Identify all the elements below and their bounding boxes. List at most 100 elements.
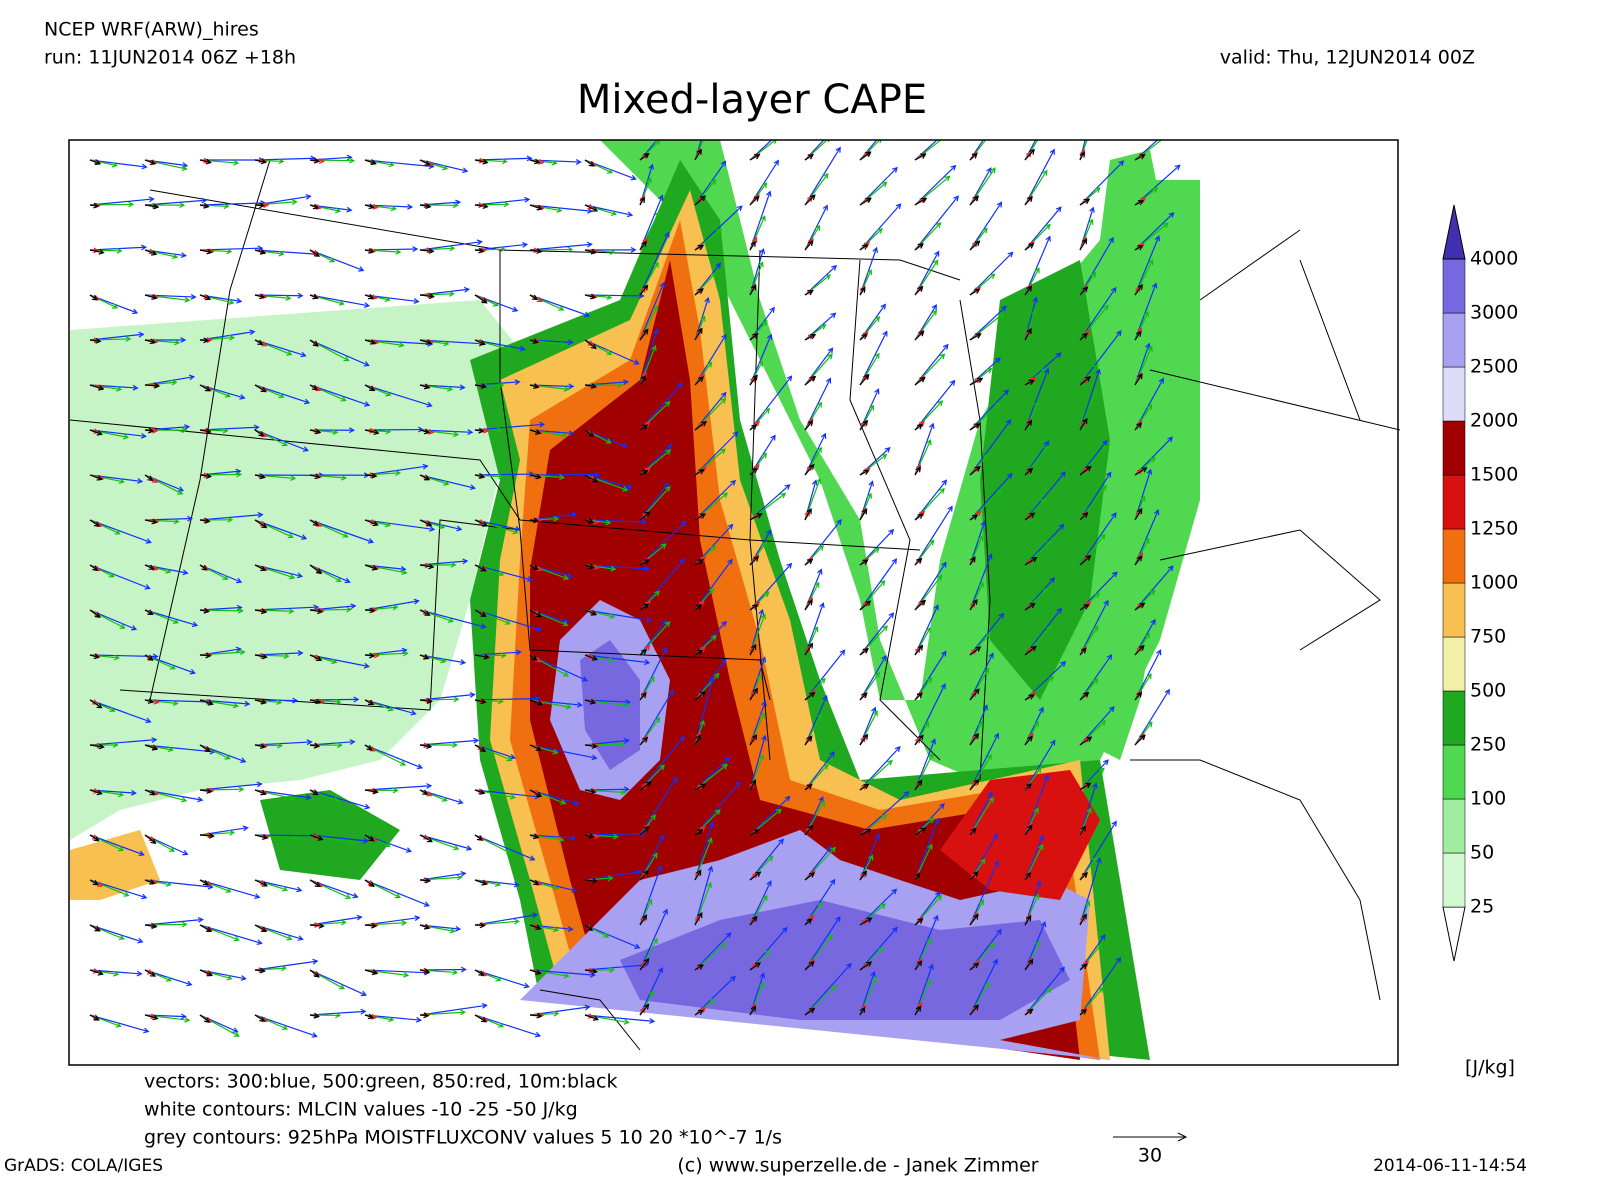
wind-arrow [309, 159, 319, 163]
wind-arrow [199, 879, 209, 886]
wind-arrowhead [978, 581, 984, 588]
wind-arrowhead [862, 648, 869, 654]
wind-arrowhead [335, 698, 342, 705]
wind-arrowhead [349, 427, 355, 434]
wind-arrowhead [646, 898, 653, 905]
wind-arrow [309, 339, 369, 367]
wind-arrowhead [588, 833, 595, 839]
wind-arrowhead [1079, 151, 1085, 158]
valid-label: valid: Thu, 12JUN2014 00Z [1220, 47, 1475, 69]
wind-arrowhead [460, 871, 467, 877]
wind-arrow [859, 287, 866, 296]
wind-arrowhead [589, 788, 597, 795]
wind-arrowhead [147, 698, 154, 704]
wind-arrowhead [371, 969, 379, 976]
wind-arrow [144, 789, 155, 795]
wind-arrowhead [207, 700, 214, 706]
colorbar-bin [1442, 744, 1466, 800]
wind-arrowhead [1152, 187, 1159, 193]
wind-arrowhead [281, 885, 289, 892]
wind-arrowhead [859, 1006, 866, 1013]
wind-arrowhead [1116, 330, 1122, 337]
wind-arrowhead [203, 607, 210, 614]
wind-arrow [1024, 468, 1033, 476]
wind-arrow [309, 519, 374, 543]
wind-arrow [1079, 152, 1085, 161]
wind-arrowhead [1083, 604, 1090, 610]
wind-arrowhead [113, 970, 120, 977]
wind-arrow [584, 519, 594, 523]
wind-arrowhead [704, 296, 710, 304]
wind-arrowhead [989, 273, 996, 280]
wind-arrowhead [593, 833, 600, 840]
wind-arrow [364, 969, 378, 975]
wind-arrow [474, 697, 540, 701]
wind-arrowhead [886, 759, 893, 766]
wind-arrowhead [531, 912, 539, 919]
wind-arrowhead [509, 753, 516, 760]
wind-arrowhead [181, 427, 188, 434]
wind-arrowhead [751, 915, 758, 922]
wind-arrow [749, 734, 757, 746]
wind-arrowhead [315, 204, 322, 210]
wind-arrowhead [151, 745, 159, 751]
wind-arrow [364, 294, 374, 299]
wind-arrowhead [165, 881, 172, 887]
wind-arrow [309, 609, 322, 613]
wind-arrowhead [232, 702, 239, 709]
wind-arrowhead [98, 385, 105, 391]
wind-arrowhead [147, 969, 154, 975]
wind-arrowhead [1082, 286, 1089, 293]
wind-arrow [639, 140, 658, 161]
wind-arrowhead [758, 753, 765, 761]
wind-arrowhead [1027, 824, 1033, 831]
wind-arrowhead [138, 850, 145, 857]
wind-arrowhead [147, 609, 154, 615]
wind-arrowhead [509, 793, 517, 800]
wind-arrowhead [701, 420, 708, 427]
wind-arrowhead [1028, 379, 1035, 385]
wind-arrow [694, 524, 733, 566]
wind-arrow [639, 153, 650, 161]
wind-arrowhead [1081, 913, 1087, 920]
wind-arrowhead [934, 250, 940, 257]
wind-arrow [749, 1006, 756, 1016]
wind-arrowhead [720, 397, 727, 404]
wind-arrow [144, 1014, 158, 1020]
wind-arrowhead [495, 976, 502, 982]
wind-arrow [144, 339, 155, 343]
wind-arrowhead [531, 655, 538, 661]
wind-arrowhead [143, 1027, 150, 1034]
wind-arrowhead [776, 808, 783, 815]
wind-arrowhead [428, 563, 435, 570]
wind-arrowhead [736, 205, 743, 212]
wind-arrowhead [539, 421, 546, 428]
wind-arrowhead [422, 463, 429, 470]
wind-arrowhead [1081, 238, 1088, 245]
wind-arrowhead [1158, 377, 1164, 384]
wind-arrow [1024, 967, 1065, 1016]
wind-arrowhead [916, 423, 923, 430]
wind-arrowhead [1082, 417, 1088, 424]
wind-arrowhead [645, 616, 653, 623]
wind-arrowhead [610, 210, 618, 216]
wind-arrow [364, 519, 378, 526]
wind-arrow [254, 960, 318, 971]
wind-arrowhead [1137, 507, 1143, 514]
wind-arrowhead [1144, 632, 1151, 639]
wind-arrowhead [973, 913, 979, 920]
wind-arrowhead [150, 838, 157, 845]
wind-arrowhead [807, 558, 814, 565]
wind-arrowhead [233, 1031, 240, 1037]
model-label: NCEP WRF(ARW)_hires [44, 19, 259, 41]
wind-arrowhead [860, 1004, 866, 1011]
wind-arrowhead [931, 304, 937, 311]
wind-arrow [254, 834, 268, 839]
wind-arrow [419, 249, 434, 253]
reference-label: 30 [1138, 1145, 1162, 1167]
wind-arrow [694, 621, 727, 656]
wind-arrow [914, 918, 923, 926]
wind-arrowhead [169, 664, 176, 670]
wind-arrow [89, 294, 98, 301]
wind-arrowhead [758, 261, 764, 268]
